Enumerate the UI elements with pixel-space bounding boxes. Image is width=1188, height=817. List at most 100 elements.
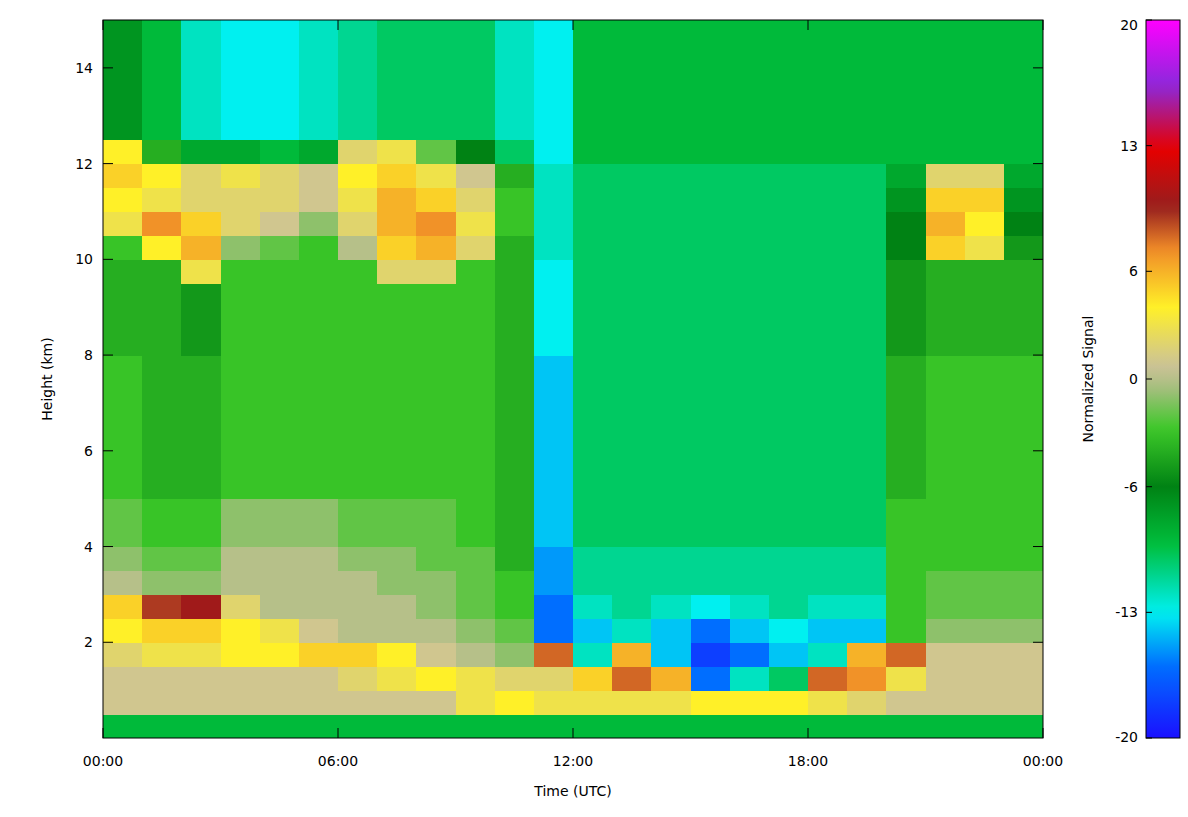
cell [808, 379, 848, 404]
cell [730, 211, 770, 236]
cell [926, 188, 966, 213]
cell [456, 331, 496, 356]
cell [299, 475, 339, 500]
cell [495, 642, 535, 667]
cell [103, 164, 143, 189]
cell [612, 714, 652, 738]
cell [1004, 666, 1043, 691]
cell [260, 666, 300, 691]
cell [808, 355, 848, 380]
cell [926, 714, 966, 738]
cell [808, 475, 848, 500]
cell [769, 20, 809, 45]
cell [847, 283, 887, 308]
cell [847, 259, 887, 284]
cell [573, 594, 613, 619]
cell [260, 259, 300, 284]
cell [377, 44, 417, 69]
cell [691, 92, 731, 117]
cell [142, 475, 182, 500]
cell [847, 475, 887, 500]
cell [260, 283, 300, 308]
cell [377, 92, 417, 117]
cell [926, 116, 966, 141]
cell [142, 188, 182, 213]
cell [181, 666, 221, 691]
cell [612, 594, 652, 619]
cell [142, 570, 182, 595]
cell [456, 690, 496, 715]
cell [651, 307, 691, 332]
y-tick [1033, 163, 1043, 164]
cell [260, 427, 300, 452]
cell [808, 523, 848, 548]
cell [651, 44, 691, 69]
cell [926, 164, 966, 189]
cell [260, 44, 300, 69]
cell [181, 594, 221, 619]
cell [416, 20, 456, 45]
cell [1004, 211, 1043, 236]
cell [730, 164, 770, 189]
cell [181, 140, 221, 165]
cell [142, 714, 182, 738]
cell [456, 451, 496, 476]
cell [612, 211, 652, 236]
cell [612, 379, 652, 404]
cell [221, 235, 261, 260]
cell [612, 618, 652, 643]
cell [965, 44, 1005, 69]
cell [769, 44, 809, 69]
cell [456, 235, 496, 260]
cell [534, 666, 574, 691]
cell [730, 188, 770, 213]
cell [730, 642, 770, 667]
cell [730, 427, 770, 452]
cell [808, 451, 848, 476]
cell [456, 307, 496, 332]
cell [651, 379, 691, 404]
cell [612, 570, 652, 595]
cell [416, 164, 456, 189]
cell [886, 475, 926, 500]
cell [965, 20, 1005, 45]
x-tick [1043, 728, 1044, 738]
cell [926, 547, 966, 572]
cell [495, 714, 535, 738]
cell [142, 594, 182, 619]
cell [651, 140, 691, 165]
cell [181, 547, 221, 572]
cell [573, 355, 613, 380]
cell [965, 570, 1005, 595]
cell [377, 642, 417, 667]
cell [808, 68, 848, 93]
cell [612, 307, 652, 332]
cell [1004, 547, 1043, 572]
cell [416, 355, 456, 380]
y-tick [1033, 355, 1043, 356]
cell [534, 714, 574, 738]
cell [299, 188, 339, 213]
cell [573, 690, 613, 715]
cell [573, 642, 613, 667]
cell [651, 259, 691, 284]
cell [769, 475, 809, 500]
cell [299, 594, 339, 619]
cell [416, 499, 456, 524]
y-tick [103, 642, 113, 643]
cell [299, 283, 339, 308]
cell [534, 618, 574, 643]
cell [299, 427, 339, 452]
cell [338, 44, 378, 69]
cell [1004, 523, 1043, 548]
cell [769, 355, 809, 380]
cell [691, 523, 731, 548]
cell [338, 211, 378, 236]
cell [260, 594, 300, 619]
cell [221, 594, 261, 619]
cell [1004, 116, 1043, 141]
cell [534, 523, 574, 548]
cell [612, 259, 652, 284]
cell [338, 499, 378, 524]
cell [495, 499, 535, 524]
